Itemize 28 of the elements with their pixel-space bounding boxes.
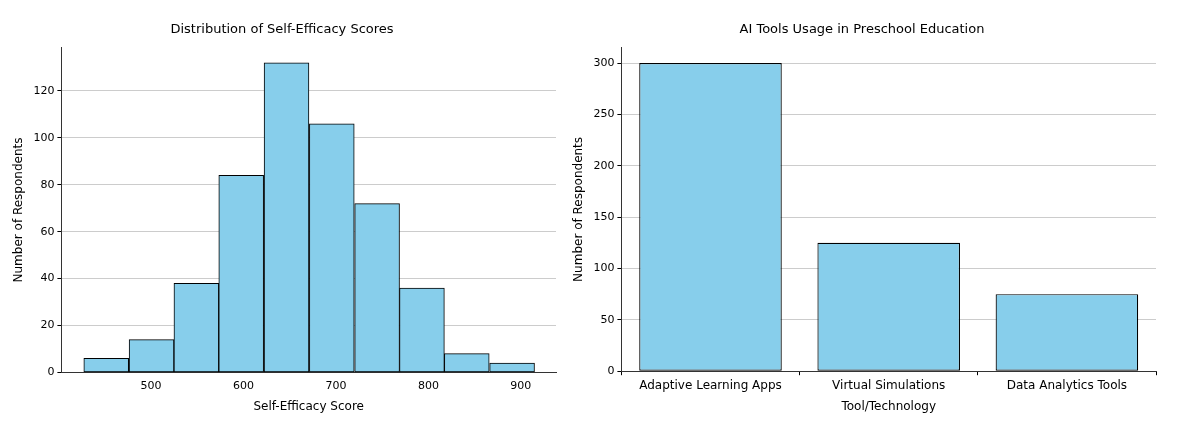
y-tick-label: 0: [47, 365, 55, 379]
y-tick-label: 40: [40, 271, 55, 285]
y-tick-label: 0: [607, 364, 615, 378]
chart-title: Distribution of Self-Efficacy Scores: [170, 21, 394, 37]
x-tick-label: 800: [417, 378, 439, 392]
y-tick-label: 100: [593, 261, 615, 275]
y-tick-label: 20: [40, 318, 55, 332]
x-axis-title: Tool/Technology: [840, 398, 936, 413]
x-tick-label: 700: [325, 378, 347, 392]
x-tick-label: Virtual Simulations: [832, 377, 946, 392]
x-tick-label: 600: [233, 378, 255, 392]
y-tick-label: 50: [600, 312, 615, 326]
y-axis-title: Number of Respondents: [571, 136, 586, 282]
x-tick-label: 900: [510, 378, 532, 392]
y-tick-label: 100: [33, 130, 55, 144]
x-tick-label: 500: [140, 378, 162, 392]
x-tick-label: Adaptive Learning Apps: [639, 377, 782, 392]
y-tick-label: 60: [40, 224, 55, 238]
y-tick-label: 250: [593, 107, 615, 121]
y-axis-title: Number of Respondents: [11, 137, 26, 283]
y-tick-label: 300: [593, 55, 615, 69]
chart-title: AI Tools Usage in Preschool Education: [739, 21, 985, 37]
y-tick-label: 150: [593, 209, 615, 223]
y-tick-label: 120: [33, 83, 55, 97]
y-tick-label: 80: [40, 177, 55, 191]
x-tick-label: Data Analytics Tools: [1006, 377, 1128, 392]
x-axis-title: Self-Efficacy Score: [253, 398, 364, 413]
y-tick-label: 200: [593, 158, 615, 172]
